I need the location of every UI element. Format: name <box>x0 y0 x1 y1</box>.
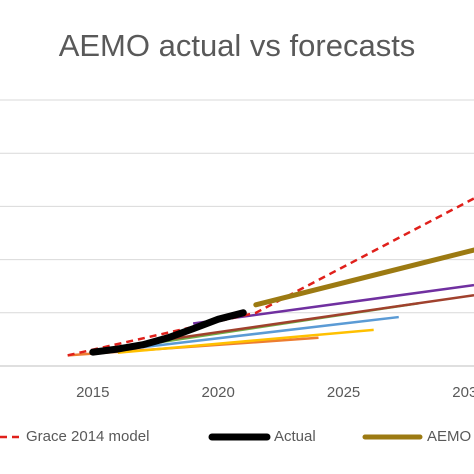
chart-title: AEMO actual vs forecasts <box>59 28 416 63</box>
x-tick-label: 2030 <box>452 384 474 401</box>
x-tick-label: 2025 <box>327 384 360 401</box>
legend-label: Grace 2014 model <box>26 428 149 445</box>
legend-label: AEMO <box>427 428 471 445</box>
series-line <box>253 247 474 308</box>
series-line <box>89 309 247 356</box>
x-tick-label: 2020 <box>202 384 235 401</box>
series-line <box>117 328 374 354</box>
x-tick-label: 2015 <box>76 384 109 401</box>
series-line <box>67 197 474 357</box>
series-line <box>117 315 399 352</box>
series-line <box>167 294 474 341</box>
legend-label: Actual <box>274 428 316 445</box>
